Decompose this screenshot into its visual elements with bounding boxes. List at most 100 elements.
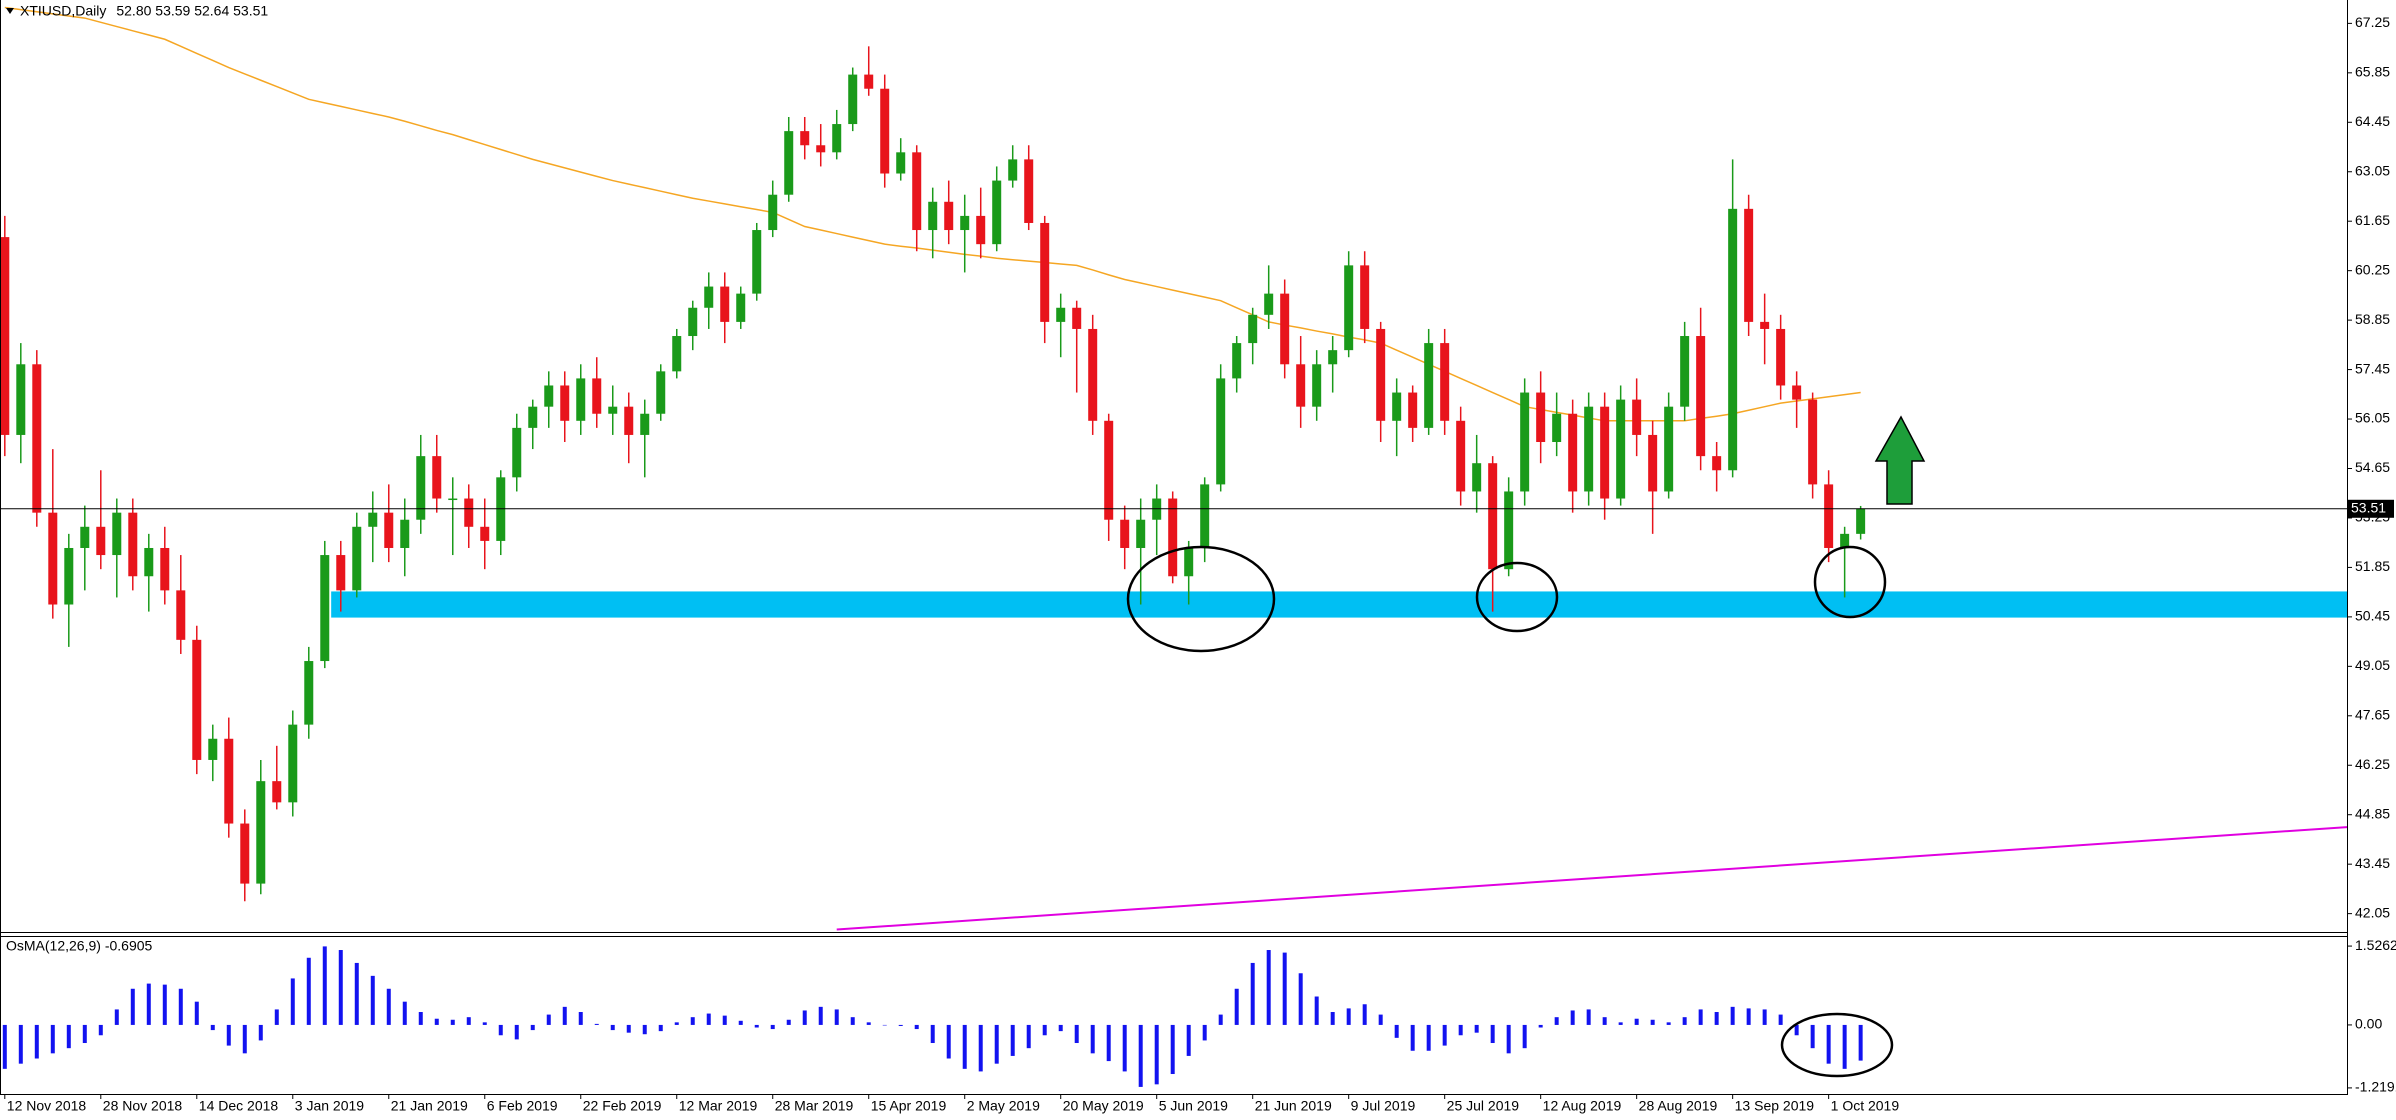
- candle-body: [224, 738, 234, 824]
- histogram-bar: [898, 1024, 903, 1026]
- histogram-bar: [1746, 1008, 1751, 1025]
- candle-body: [672, 336, 682, 372]
- histogram-bar: [594, 1023, 599, 1025]
- candle-body: [1664, 406, 1674, 492]
- candle-body: [1744, 208, 1754, 322]
- x-tick-label: 22 Feb 2019: [583, 1098, 662, 1114]
- histogram-bar: [674, 1022, 679, 1025]
- histogram-bar: [1698, 1009, 1703, 1025]
- histogram-bar: [1538, 1024, 1543, 1028]
- candle-body: [1376, 328, 1386, 421]
- candle-body: [208, 738, 218, 760]
- support-zone: [331, 591, 2348, 618]
- candle-body: [528, 406, 538, 428]
- candle-body: [736, 293, 746, 322]
- histogram-bar: [1650, 1019, 1655, 1025]
- histogram-bar: [146, 983, 151, 1025]
- histogram-bar: [1858, 1024, 1863, 1061]
- candle-body: [832, 124, 842, 153]
- frame: [0, 0, 2348, 1095]
- histogram-bar: [1442, 1024, 1447, 1046]
- histogram-bar: [1586, 1009, 1591, 1025]
- candle-body: [32, 364, 42, 513]
- histogram-bar: [1634, 1018, 1639, 1025]
- x-tick-label: 25 Jul 2019: [1447, 1098, 1520, 1114]
- candle-body: [704, 286, 714, 308]
- histogram-bar: [802, 1010, 807, 1025]
- candle-body: [1312, 364, 1322, 407]
- histogram-bar: [1122, 1024, 1127, 1072]
- histogram-bar: [834, 1009, 839, 1025]
- candle-body: [800, 131, 810, 146]
- histogram-bar: [178, 988, 183, 1025]
- candle-body: [0, 237, 10, 435]
- histogram-bar: [1794, 1024, 1799, 1036]
- histogram-bar: [658, 1024, 663, 1032]
- candle-body: [288, 724, 298, 803]
- histogram-bar: [242, 1024, 247, 1054]
- histogram-bar: [1666, 1022, 1671, 1025]
- y-tick-label: 58.85: [2355, 311, 2390, 327]
- candle-body: [944, 201, 954, 231]
- chart-title: XTIUSD,Daily: [20, 3, 106, 19]
- candle-body: [1280, 293, 1290, 365]
- x-tick-label: 6 Feb 2019: [487, 1098, 558, 1114]
- histogram-bar: [482, 1022, 487, 1025]
- candle-body: [1536, 392, 1546, 443]
- x-tick-label: 12 Mar 2019: [679, 1098, 758, 1114]
- x-tick-label: 21 Jun 2019: [1255, 1098, 1332, 1114]
- histogram-bar: [434, 1018, 439, 1025]
- histogram-bar: [1682, 1017, 1687, 1025]
- candle-body: [1680, 336, 1690, 407]
- histogram-bar: [498, 1024, 503, 1036]
- plot-layer: [0, 6, 2348, 1087]
- histogram-bar: [290, 978, 295, 1025]
- y-tick-label: 50.45: [2355, 608, 2390, 624]
- x-tick-label: 2 May 2019: [967, 1098, 1040, 1114]
- histogram-bar: [402, 1001, 407, 1025]
- histogram-bar: [1458, 1024, 1463, 1036]
- candle-body: [816, 145, 826, 153]
- chart-subtitle: 52.80 53.59 52.64 53.51: [116, 3, 268, 19]
- y-tick-label: 64.45: [2355, 113, 2390, 129]
- trendline: [836, 826, 2348, 931]
- candle-body: [1216, 378, 1226, 485]
- x-tick-label: 5 Jun 2019: [1159, 1098, 1228, 1114]
- y-tick-label: 1.5262: [2355, 937, 2396, 953]
- histogram-bar: [1170, 1024, 1175, 1075]
- candle-body: [1712, 456, 1722, 471]
- histogram-bar: [1026, 1024, 1031, 1049]
- candle-body: [1792, 385, 1802, 400]
- x-tick-label: 14 Dec 2018: [199, 1098, 279, 1114]
- current-price-box: [2348, 499, 2394, 518]
- candle-body: [1440, 343, 1450, 421]
- candle-body: [192, 639, 202, 760]
- x-tick-label: 28 Nov 2018: [103, 1098, 183, 1114]
- histogram-bar: [1730, 1006, 1735, 1025]
- histogram-bar: [1474, 1024, 1479, 1033]
- candle-body: [592, 378, 602, 414]
- candle-body: [928, 201, 938, 231]
- candle-body: [1840, 533, 1850, 548]
- histogram-bar: [1314, 996, 1319, 1025]
- histogram-bar: [642, 1024, 647, 1035]
- candle-body: [1360, 265, 1370, 329]
- histogram-bar: [530, 1024, 535, 1031]
- candle-body: [1088, 328, 1098, 421]
- y-tick-label: 0.00: [2355, 1016, 2382, 1032]
- annotations: [1126, 415, 1926, 1078]
- histogram-bar: [1522, 1024, 1527, 1049]
- x-tick-label: 20 May 2019: [1063, 1098, 1144, 1114]
- histogram-bar: [18, 1024, 23, 1064]
- histogram-bar: [1490, 1024, 1495, 1044]
- histogram-bar: [978, 1024, 983, 1072]
- candle-body: [256, 781, 266, 884]
- candle-body: [976, 215, 986, 245]
- candle-body: [720, 286, 730, 322]
- candle-body: [640, 413, 650, 435]
- histogram-bar: [1266, 950, 1271, 1025]
- current-price-label: 53.51: [2351, 499, 2386, 515]
- histogram-bar: [882, 1024, 887, 1026]
- candle-body: [1648, 434, 1658, 492]
- annotation-ellipse: [1813, 545, 1887, 619]
